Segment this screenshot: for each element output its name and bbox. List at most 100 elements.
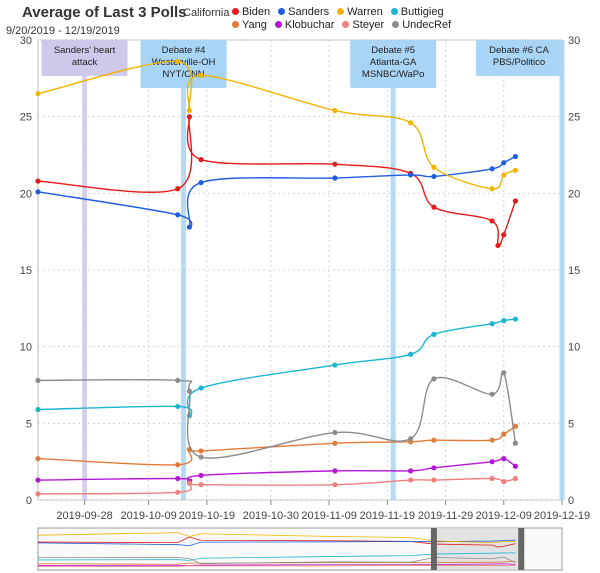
legend-marker	[232, 8, 239, 15]
event-band	[82, 40, 88, 500]
navigator-handle-left[interactable]	[430, 528, 437, 570]
legend-label: Yang	[242, 19, 267, 31]
legend-item-biden[interactable]: Biden	[232, 6, 270, 19]
data-point-klobuchar	[198, 472, 204, 479]
data-point-steyer	[35, 491, 41, 497]
data-point-yang	[512, 423, 519, 429]
x-tick-label: 2019-12-19	[534, 510, 590, 522]
y-tick-label: 0	[26, 495, 32, 507]
data-point-warren	[489, 186, 495, 192]
series-line-klobuchar	[37, 457, 516, 483]
legend-marker	[278, 8, 286, 15]
legend-item-sanders[interactable]: Sanders	[278, 6, 329, 19]
data-point-biden	[431, 204, 437, 210]
data-point-buttigieg	[501, 318, 507, 324]
data-point-biden	[175, 186, 181, 192]
event-band	[390, 40, 396, 500]
state-label: California	[183, 7, 230, 19]
x-tick-label: 2019-12-09	[476, 510, 532, 522]
data-point-warren	[408, 120, 414, 126]
data-point-undecref	[332, 429, 338, 436]
x-tick-label: 2019-11-09	[301, 510, 356, 522]
data-point-klobuchar	[332, 468, 338, 474]
y-tick-label: 20	[20, 188, 32, 200]
event-label-text: Sanders' heart	[54, 45, 116, 56]
data-point-warren	[35, 91, 41, 97]
legend-marker	[232, 21, 239, 28]
data-point-klobuchar	[489, 459, 495, 465]
legend-item-buttigieg[interactable]: Buttigieg	[390, 6, 444, 19]
legend-label: Biden	[242, 6, 271, 18]
data-point-undecref	[186, 388, 192, 394]
data-point-sanders	[35, 189, 41, 195]
data-point-biden	[186, 114, 192, 120]
data-point-steyer	[198, 482, 204, 488]
data-point-buttigieg	[512, 316, 519, 322]
event-label-text: PBS/Politico	[493, 57, 545, 68]
legend-item-warren[interactable]: Warren	[337, 6, 383, 19]
data-point-steyer	[501, 479, 507, 485]
navigator-line-sanders	[37, 539, 516, 547]
data-point-undecref	[512, 440, 519, 446]
data-point-biden	[512, 198, 519, 204]
navigator-handle-right[interactable]	[518, 528, 525, 570]
event-label-text: Debate #5	[371, 45, 415, 56]
data-point-biden	[489, 218, 495, 224]
legend-label: Sanders	[288, 6, 330, 18]
data-point-sanders	[186, 224, 192, 230]
data-point-yang	[489, 437, 495, 443]
data-point-warren	[431, 164, 437, 170]
series-line-biden	[37, 115, 517, 247]
legend-label: UndecRef	[402, 19, 452, 31]
data-point-buttigieg	[198, 385, 204, 391]
x-tick-label: 2019-09-28	[56, 510, 112, 522]
data-point-klobuchar	[501, 456, 507, 462]
data-point-undecref	[408, 436, 414, 442]
series-line-yang	[37, 425, 516, 466]
legend-item-undecref[interactable]: UndecRef	[392, 19, 451, 32]
data-point-sanders	[512, 153, 519, 160]
data-point-buttigieg	[175, 403, 181, 410]
data-point-sanders	[489, 166, 495, 172]
event-label-text: attack	[72, 57, 98, 68]
data-point-warren	[186, 107, 192, 114]
event-band	[181, 40, 187, 500]
data-point-yang	[198, 448, 204, 454]
legend-item-yang[interactable]: Yang	[232, 19, 267, 32]
y-tick-label: 15	[20, 265, 32, 277]
event-label-text: MSNBC/WaPo	[362, 69, 424, 80]
data-point-yang	[35, 456, 41, 462]
data-point-undecref	[489, 391, 495, 397]
data-point-biden	[501, 232, 507, 238]
data-point-sanders	[431, 173, 437, 180]
y-tick-label-right: 15	[568, 265, 580, 277]
x-tick-label: 2019-10-30	[243, 510, 299, 522]
data-point-warren	[175, 58, 181, 65]
legend-item-steyer[interactable]: Steyer	[342, 19, 384, 32]
x-tick-label: 2019-11-29	[418, 510, 473, 522]
data-point-klobuchar	[512, 463, 519, 469]
y-tick-label: 10	[20, 342, 32, 354]
data-point-undecref	[198, 454, 204, 460]
x-tick-label: 2019-10-09	[120, 510, 176, 522]
data-point-buttigieg	[408, 351, 414, 357]
y-tick-label: 5	[26, 418, 32, 430]
data-point-undecref	[35, 377, 41, 383]
legend-item-klobuchar[interactable]: Klobuchar	[274, 19, 335, 32]
data-point-biden	[332, 161, 338, 167]
navigator-line-klobuchar	[37, 563, 516, 566]
date-range-subtitle: 9/20/2019 - 12/19/2019	[6, 25, 120, 37]
data-point-buttigieg	[489, 321, 495, 327]
data-point-steyer	[186, 480, 192, 486]
y-tick-label-right: 20	[568, 188, 580, 200]
data-point-steyer	[489, 475, 495, 482]
legend-label: Steyer	[352, 19, 385, 31]
chart-legend: Biden Sanders Warren Buttigieg Yang Klobuchar…	[232, 6, 492, 32]
data-point-yang	[501, 431, 507, 437]
y-tick-label-right: 0	[568, 495, 574, 507]
legend-label: Klobuchar	[284, 19, 335, 31]
navigator-line-buttigieg	[37, 552, 516, 561]
data-point-biden	[495, 242, 501, 249]
event-label-box	[41, 40, 128, 76]
